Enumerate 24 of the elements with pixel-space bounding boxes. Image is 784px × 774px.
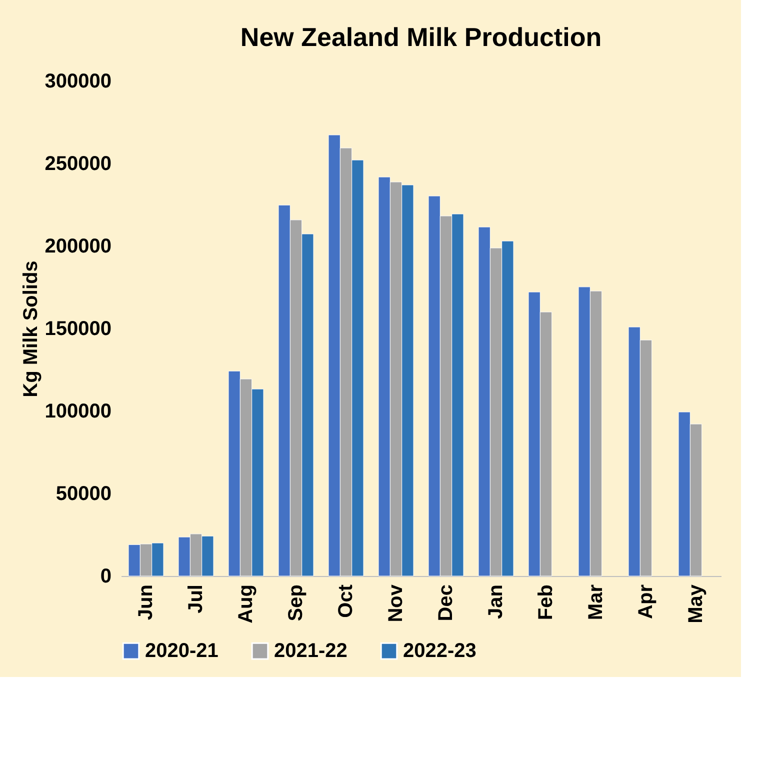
- x-tick-label: Jan: [485, 584, 507, 619]
- x-tick-label: Aug: [235, 584, 257, 624]
- y-tick-label: 100000: [44, 400, 112, 422]
- y-tick-label: 200000: [44, 236, 112, 258]
- y-tick-label: 300000: [44, 70, 112, 92]
- x-tick-label: Feb: [535, 584, 557, 620]
- x-tick-label: Dec: [435, 584, 457, 622]
- x-tick-label: Jul: [185, 584, 207, 614]
- x-tick-label: Nov: [385, 584, 407, 622]
- x-tick-label: May: [685, 584, 707, 624]
- y-tick-label: 150000: [44, 318, 112, 340]
- x-tick-label: Sep: [285, 584, 307, 622]
- x-tick-label: Jun: [135, 584, 157, 620]
- chart-title: New Zealand Milk Production: [240, 22, 602, 52]
- y-tick-label: 250000: [44, 153, 112, 175]
- x-tick-label: Mar: [585, 584, 607, 620]
- legend-label: 2022-23: [403, 640, 476, 662]
- y-tick-label: 0: [100, 566, 112, 588]
- legend-label: 2020-21: [145, 640, 218, 662]
- y-axis-title: Kg Milk Solids: [20, 260, 42, 398]
- legend-label: 2021-22: [274, 640, 348, 662]
- y-tick-label: 50000: [56, 483, 112, 505]
- x-tick-label: Apr: [635, 584, 657, 619]
- x-tick-label: Oct: [335, 584, 357, 618]
